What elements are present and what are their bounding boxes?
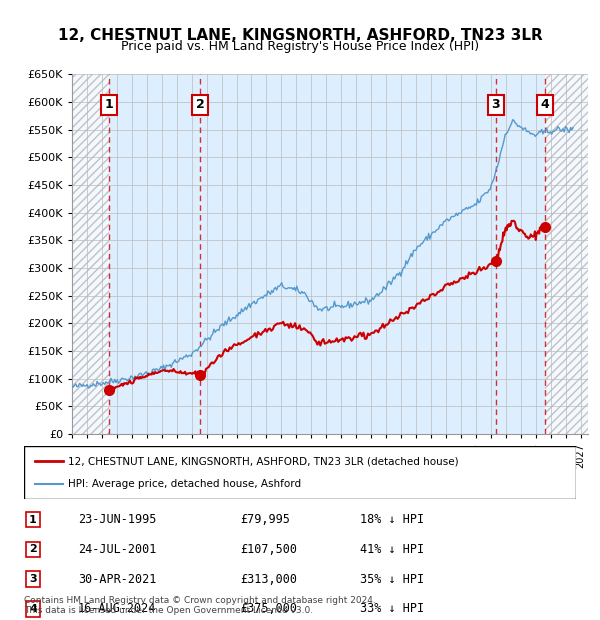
Text: £375,000: £375,000: [240, 603, 297, 615]
Text: 41% ↓ HPI: 41% ↓ HPI: [360, 543, 424, 556]
Text: HPI: Average price, detached house, Ashford: HPI: Average price, detached house, Ashf…: [68, 479, 301, 489]
Text: 30-APR-2021: 30-APR-2021: [78, 573, 157, 585]
Text: 16-AUG-2024: 16-AUG-2024: [78, 603, 157, 615]
Text: 4: 4: [541, 99, 550, 112]
Polygon shape: [545, 74, 588, 434]
Text: 2: 2: [196, 99, 205, 112]
Text: 23-JUN-1995: 23-JUN-1995: [78, 513, 157, 526]
Text: 12, CHESTNUT LANE, KINGSNORTH, ASHFORD, TN23 3LR (detached house): 12, CHESTNUT LANE, KINGSNORTH, ASHFORD, …: [68, 456, 459, 466]
Polygon shape: [72, 74, 109, 434]
Text: Price paid vs. HM Land Registry's House Price Index (HPI): Price paid vs. HM Land Registry's House …: [121, 40, 479, 53]
Text: 35% ↓ HPI: 35% ↓ HPI: [360, 573, 424, 585]
Text: 3: 3: [29, 574, 37, 584]
Text: 24-JUL-2001: 24-JUL-2001: [78, 543, 157, 556]
Text: 1: 1: [104, 99, 113, 112]
Text: £313,000: £313,000: [240, 573, 297, 585]
FancyBboxPatch shape: [24, 446, 576, 499]
Text: £79,995: £79,995: [240, 513, 290, 526]
Text: 2: 2: [29, 544, 37, 554]
Text: 1: 1: [29, 515, 37, 525]
Text: 4: 4: [29, 604, 37, 614]
Text: 3: 3: [491, 99, 500, 112]
Text: 18% ↓ HPI: 18% ↓ HPI: [360, 513, 424, 526]
Text: Contains HM Land Registry data © Crown copyright and database right 2024.
This d: Contains HM Land Registry data © Crown c…: [24, 596, 376, 615]
Text: £107,500: £107,500: [240, 543, 297, 556]
Text: 33% ↓ HPI: 33% ↓ HPI: [360, 603, 424, 615]
Text: 12, CHESTNUT LANE, KINGSNORTH, ASHFORD, TN23 3LR: 12, CHESTNUT LANE, KINGSNORTH, ASHFORD, …: [58, 28, 542, 43]
